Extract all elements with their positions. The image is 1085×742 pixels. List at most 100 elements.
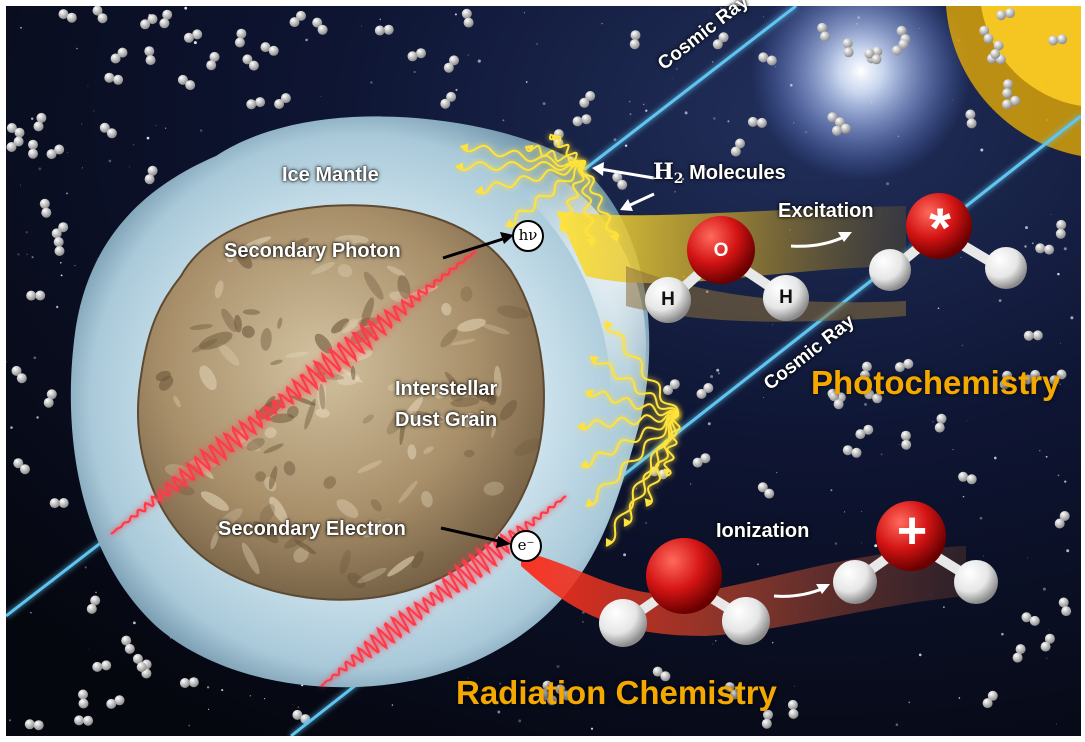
star xyxy=(36,416,39,419)
h2-molecule xyxy=(758,52,777,66)
star xyxy=(861,542,862,544)
rock-facet xyxy=(380,517,392,526)
star xyxy=(108,159,112,163)
h2-molecule xyxy=(612,172,628,190)
oxygen-atom-upper xyxy=(687,216,755,284)
star xyxy=(33,356,37,360)
star xyxy=(76,47,78,50)
photon-wave-head xyxy=(551,134,559,142)
rock-facet xyxy=(260,328,272,351)
star xyxy=(379,18,381,20)
rock-facet xyxy=(451,339,476,346)
star xyxy=(455,88,458,91)
rock-facet xyxy=(314,333,333,354)
h2-molecule xyxy=(104,72,124,85)
h2-molecule xyxy=(78,689,89,709)
h2-molecule xyxy=(900,430,912,450)
star xyxy=(82,167,83,169)
star xyxy=(671,109,673,111)
h2-molecule xyxy=(49,498,69,509)
star xyxy=(93,110,95,112)
star xyxy=(762,396,764,398)
photon-wave-head xyxy=(586,498,594,506)
star xyxy=(1060,342,1062,344)
h2-molecule xyxy=(891,39,909,56)
h2-molecule xyxy=(652,666,671,682)
h2-molecule xyxy=(443,55,459,73)
star xyxy=(674,190,676,193)
rock-facet xyxy=(463,449,475,458)
star xyxy=(998,299,1002,302)
h2-molecule xyxy=(724,682,740,700)
rock-facet xyxy=(450,393,464,402)
rock-facet xyxy=(296,238,310,245)
illustration xyxy=(6,6,1081,736)
h2-letter: H xyxy=(653,159,674,185)
excitation-arrow-head xyxy=(838,232,852,242)
star xyxy=(155,124,157,126)
rock-facet xyxy=(387,556,415,577)
rock-facet xyxy=(290,395,316,406)
star xyxy=(556,664,560,669)
rock-facet xyxy=(200,491,229,511)
h2-molecule xyxy=(74,715,94,726)
star xyxy=(1045,455,1048,458)
h2-molecule xyxy=(177,74,196,91)
rock-facet xyxy=(210,531,219,550)
star xyxy=(1025,226,1028,230)
rock-facet xyxy=(389,291,413,303)
star xyxy=(56,305,59,309)
h2-molecule xyxy=(817,22,830,42)
star xyxy=(993,456,997,460)
star xyxy=(582,621,584,623)
star xyxy=(361,25,362,27)
star xyxy=(30,117,34,120)
h2-molecule xyxy=(11,365,27,384)
h2-molecule xyxy=(260,42,279,56)
h2-molecule xyxy=(757,482,775,499)
star xyxy=(164,127,167,129)
h2-molecule xyxy=(6,123,25,138)
rock-facet xyxy=(268,466,278,490)
h2-molecule xyxy=(958,471,977,485)
h2-molecule xyxy=(13,458,30,475)
star xyxy=(391,704,394,706)
h2-pointer-2-head xyxy=(620,199,633,211)
rock-facet xyxy=(481,323,510,335)
rock-facet xyxy=(496,305,530,319)
star xyxy=(834,542,838,545)
star xyxy=(536,43,538,45)
star xyxy=(771,324,774,326)
star xyxy=(590,727,594,730)
rock-facet xyxy=(226,249,237,263)
photon-wave xyxy=(580,413,679,469)
photon-wave-head xyxy=(644,498,652,506)
star xyxy=(1047,629,1049,631)
h2-molecule xyxy=(855,424,874,440)
rock-facet xyxy=(355,242,379,257)
star xyxy=(67,152,69,153)
rock-facet xyxy=(236,250,253,269)
star xyxy=(792,364,795,366)
star xyxy=(794,685,796,687)
star xyxy=(624,144,628,147)
h2-molecule xyxy=(144,165,158,185)
rock-facet xyxy=(433,386,447,399)
star xyxy=(979,516,983,520)
star xyxy=(60,274,63,277)
rock-facet xyxy=(331,318,350,334)
star xyxy=(690,483,692,485)
rock-facet xyxy=(270,413,295,424)
star xyxy=(60,262,62,264)
rock-facet xyxy=(363,271,384,300)
photon-wave-head xyxy=(586,238,595,246)
h2-subscript: 2 xyxy=(673,171,684,187)
rock-facet xyxy=(493,365,502,397)
photon-wave-head xyxy=(476,185,484,194)
star xyxy=(31,256,34,259)
h2-molecule xyxy=(144,46,156,66)
h2-molecule xyxy=(842,38,854,58)
hydrogen-letter-right: H xyxy=(779,287,793,308)
rock-facet xyxy=(386,265,406,277)
